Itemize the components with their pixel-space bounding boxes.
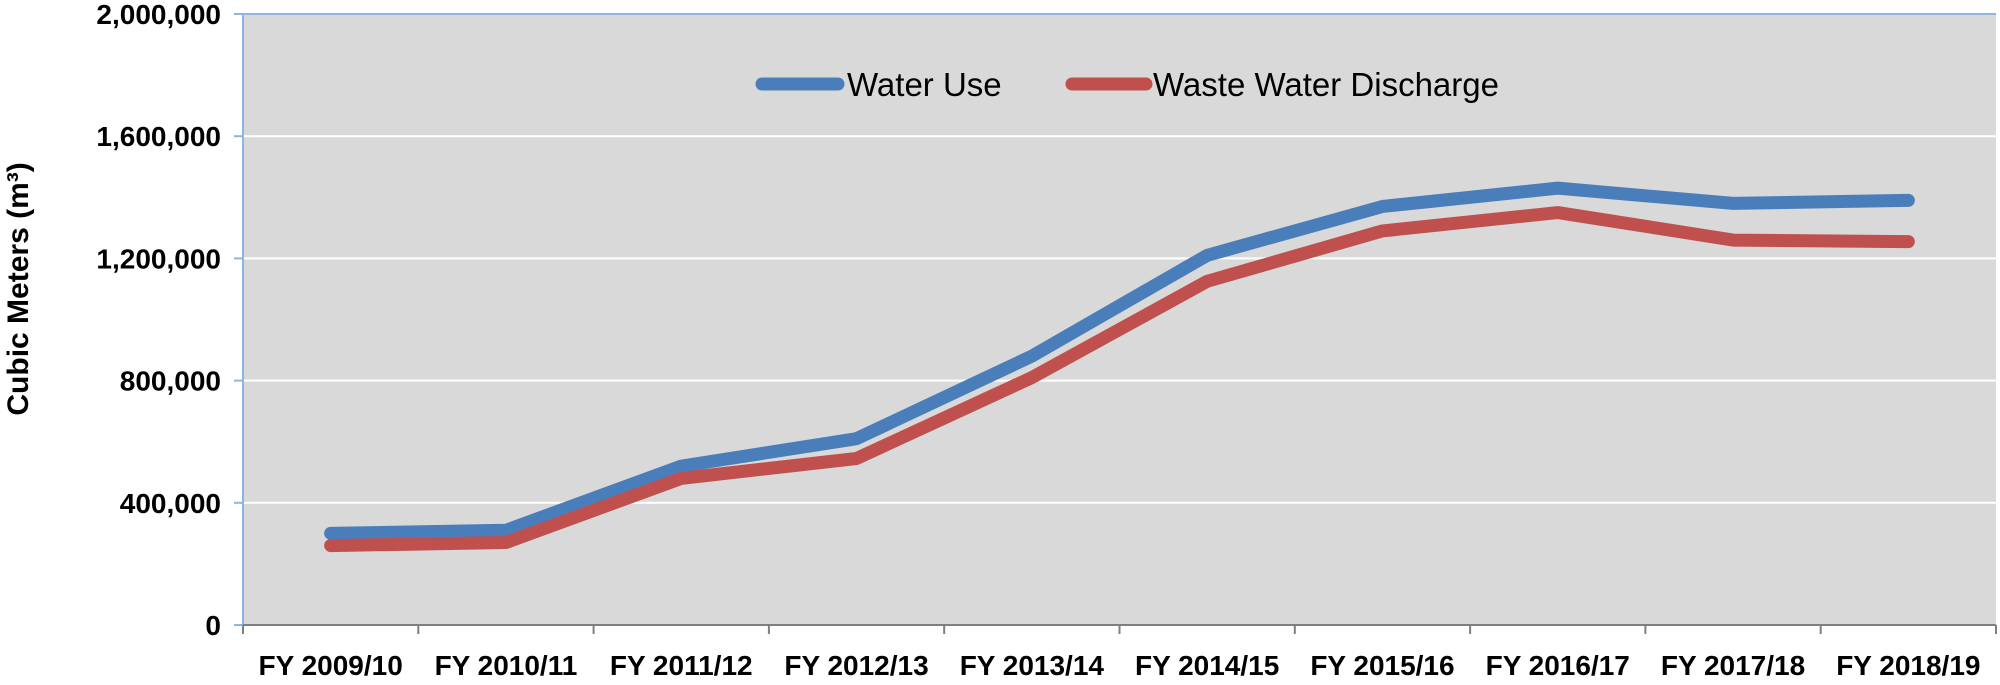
gridlines xyxy=(243,13,1996,504)
y-tick-label-0: 0 xyxy=(205,610,221,641)
x-tick-label-7: FY 2016/17 xyxy=(1486,650,1630,681)
x-tick-label-1: FY 2010/11 xyxy=(435,650,578,681)
y-tick-labels: 0 400,000 800,000 1,200,000 1,600,000 2,000,0… xyxy=(96,0,221,641)
legend-label-1: Waste Water Discharge xyxy=(1153,66,1499,103)
x-tick-label-0: FY 2009/10 xyxy=(259,650,403,681)
axes xyxy=(234,13,1997,634)
x-tick-labels: FY 2009/10 FY 2010/11 FY 2011/12 FY 2012/13… xyxy=(259,650,1981,681)
x-tick-label-6: FY 2015/16 xyxy=(1310,650,1454,681)
y-axis-label: Cubic Meters (m³) xyxy=(2,162,35,415)
y-tick-label-1: 400,000 xyxy=(120,488,221,519)
x-tick-label-9: FY 2018/19 xyxy=(1836,650,1980,681)
y-tick-label-2: 800,000 xyxy=(120,366,221,397)
y-tick-label-5: 2,000,000 xyxy=(96,0,221,30)
legend-label-0: Water Use xyxy=(847,66,1002,103)
y-tick-label-4: 1,600,000 xyxy=(96,121,221,152)
legend: Water Use Waste Water Discharge xyxy=(755,66,1499,103)
x-tick-label-4: FY 2013/14 xyxy=(960,650,1105,681)
y-tick-label-3: 1,200,000 xyxy=(96,243,221,274)
x-tick-label-2: FY 2011/12 xyxy=(610,650,753,681)
series-line-0 xyxy=(324,181,1915,540)
series-line-1 xyxy=(324,206,1915,553)
series-lines xyxy=(324,181,1915,553)
x-tick-label-8: FY 2017/18 xyxy=(1661,650,1805,681)
x-tick-label-3: FY 2012/13 xyxy=(784,650,928,681)
x-tick-label-5: FY 2014/15 xyxy=(1135,650,1279,681)
